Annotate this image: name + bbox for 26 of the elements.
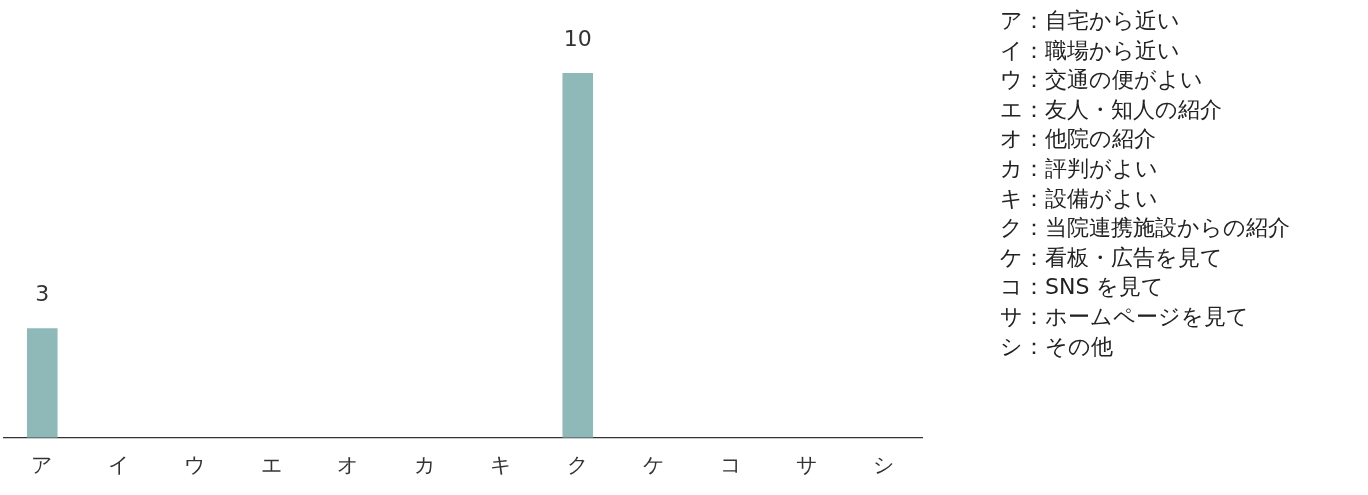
text: キ：設備がよい: [1000, 184, 1159, 213]
x-tick-label: シ: [872, 452, 895, 477]
x-tick-label: オ: [337, 452, 360, 477]
text: エ：友人・知人の紹介: [1000, 95, 1223, 124]
x-tick-label: サ: [796, 452, 819, 477]
x-tick-label: エ: [260, 452, 283, 477]
text: オ：他院の紹介: [1000, 125, 1157, 154]
text: サ：ホームページを見て: [1000, 302, 1250, 331]
data-label: 3: [35, 281, 50, 307]
x-tick-label: イ: [107, 452, 130, 477]
x-tick-label: ア: [31, 452, 54, 477]
x-tick-label: キ: [490, 452, 513, 477]
text: ク：当院連携施設からの紹介: [1000, 214, 1290, 243]
x-tick-label: コ: [719, 452, 742, 477]
text: イ：職場から近い: [1000, 36, 1181, 65]
text: ケ：看板・広告を見て: [1000, 243, 1224, 272]
x-tick-label: ウ: [184, 452, 207, 477]
x-tick-label: カ: [413, 452, 436, 477]
text: コ：SNS を見て: [1000, 273, 1166, 302]
x-tick-label: ケ: [643, 452, 666, 477]
text: シ：その他: [1000, 332, 1114, 361]
text: ア：自宅から近い: [1000, 7, 1181, 35]
text: カ：評判がよい: [1000, 154, 1159, 183]
data-label: 10: [563, 25, 592, 51]
text: ウ：交通の便がよい: [1000, 66, 1204, 95]
x-tick-label: ク: [566, 452, 589, 477]
